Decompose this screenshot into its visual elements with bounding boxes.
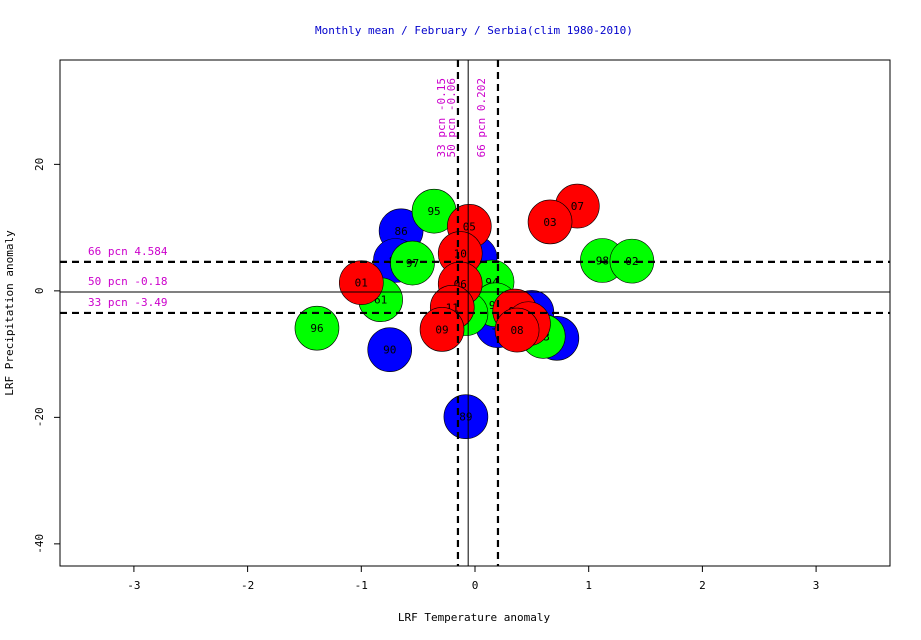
percentile-hline-label: 50 pcn -0.18 — [88, 275, 167, 288]
data-point — [527, 199, 573, 245]
y-tick-label: 0 — [33, 288, 46, 295]
x-tick-label: -2 — [241, 579, 254, 592]
data-point-label: 97 — [406, 257, 419, 270]
data-point — [294, 305, 340, 351]
data-point-label: 09 — [435, 323, 448, 336]
plot-area: 8687908985918381959761969492009398020107… — [33, 59, 891, 592]
data-point — [339, 260, 384, 305]
percentile-vline-label: 33 pcn -0.15 — [435, 78, 448, 157]
data-point — [494, 307, 540, 353]
data-point — [367, 327, 413, 372]
data-point — [390, 240, 435, 286]
x-axis-label: LRF Temperature anomaly — [398, 611, 551, 624]
data-point-label: 03 — [543, 216, 556, 229]
data-point-label: 86 — [394, 225, 407, 238]
data-point-label: 95 — [427, 205, 440, 218]
data-point-label: 01 — [355, 277, 368, 290]
percentile-vline-label: 66 pcn 0.202 — [475, 78, 488, 157]
data-point — [443, 394, 489, 440]
data-point-label: 02 — [625, 255, 638, 268]
data-point-label: 08 — [510, 324, 523, 337]
x-tick-label: 1 — [585, 579, 592, 592]
y-axis-label: LRF Precipitation anomaly — [3, 230, 16, 396]
data-point-label: 07 — [571, 200, 584, 213]
x-tick-label: -3 — [127, 579, 140, 592]
percentile-hline-label: 66 pcn 4.584 — [88, 245, 168, 258]
data-point — [419, 307, 465, 352]
x-tick-label: -1 — [355, 579, 368, 592]
data-point-label: 89 — [459, 411, 472, 424]
x-tick-label: 2 — [699, 579, 706, 592]
data-point-label: 96 — [310, 322, 323, 335]
y-tick-label: -40 — [33, 534, 46, 554]
x-tick-label: 0 — [472, 579, 479, 592]
chart-title: Monthly mean / February / Serbia(clim 19… — [315, 24, 633, 37]
percentile-hline-label: 33 pcn -3.49 — [88, 296, 167, 309]
data-point-label: 10 — [454, 248, 467, 261]
percentile-vline-label: 50 pcn -0.06 — [445, 78, 458, 157]
y-tick-label: -20 — [33, 407, 46, 427]
y-tick-label: 20 — [33, 158, 46, 171]
data-point-label: 05 — [463, 220, 476, 233]
data-point-label: 90 — [383, 344, 396, 357]
x-tick-label: 3 — [813, 579, 820, 592]
